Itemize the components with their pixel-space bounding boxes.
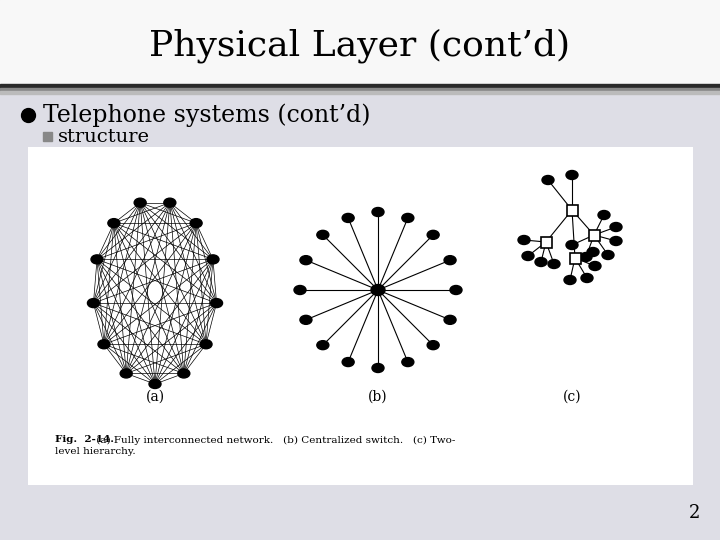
Text: (c): (c) <box>563 390 581 404</box>
Text: (b): (b) <box>368 390 388 404</box>
Ellipse shape <box>444 255 456 265</box>
Ellipse shape <box>300 315 312 325</box>
Text: (a) Fully interconnected network.   (b) Centralized switch.   (c) Two-: (a) Fully interconnected network. (b) Ce… <box>93 435 455 444</box>
Ellipse shape <box>134 198 146 207</box>
Ellipse shape <box>610 222 622 232</box>
Ellipse shape <box>587 247 599 256</box>
Text: 2: 2 <box>688 504 700 522</box>
Ellipse shape <box>190 219 202 228</box>
Text: Physical Layer (cont’d): Physical Layer (cont’d) <box>150 29 570 63</box>
Ellipse shape <box>178 369 190 378</box>
Bar <box>0 84 720 88</box>
Ellipse shape <box>566 171 578 179</box>
Bar <box>570 253 580 264</box>
Ellipse shape <box>518 235 530 245</box>
Ellipse shape <box>120 369 132 378</box>
Ellipse shape <box>450 286 462 294</box>
Ellipse shape <box>522 252 534 260</box>
Ellipse shape <box>98 340 110 349</box>
Bar <box>0 91 720 94</box>
Bar <box>0 90 720 540</box>
Text: (a): (a) <box>145 390 165 404</box>
Ellipse shape <box>342 357 354 367</box>
Ellipse shape <box>294 286 306 294</box>
Ellipse shape <box>564 275 576 285</box>
Ellipse shape <box>207 255 219 264</box>
Ellipse shape <box>342 213 354 222</box>
Bar <box>28 147 693 485</box>
Ellipse shape <box>371 285 385 295</box>
Ellipse shape <box>210 299 222 308</box>
Text: Telephone systems (cont’d): Telephone systems (cont’d) <box>43 103 371 127</box>
Ellipse shape <box>580 253 592 261</box>
Ellipse shape <box>402 357 414 367</box>
Ellipse shape <box>372 207 384 217</box>
Bar <box>0 88 720 91</box>
Text: structure: structure <box>58 128 150 146</box>
Bar <box>541 237 552 247</box>
Ellipse shape <box>535 258 547 267</box>
Ellipse shape <box>427 231 439 239</box>
Ellipse shape <box>444 315 456 325</box>
Text: level hierarchy.: level hierarchy. <box>55 448 135 456</box>
Ellipse shape <box>542 176 554 185</box>
Ellipse shape <box>200 340 212 349</box>
Ellipse shape <box>427 341 439 350</box>
Ellipse shape <box>372 363 384 373</box>
Ellipse shape <box>602 251 614 260</box>
Ellipse shape <box>548 260 560 268</box>
Ellipse shape <box>598 211 610 219</box>
Ellipse shape <box>164 198 176 207</box>
Bar <box>567 205 577 215</box>
Bar <box>0 0 720 85</box>
Ellipse shape <box>317 231 329 239</box>
Ellipse shape <box>581 273 593 282</box>
Ellipse shape <box>149 380 161 388</box>
Ellipse shape <box>589 261 601 271</box>
Ellipse shape <box>300 255 312 265</box>
Bar <box>43 132 52 141</box>
Ellipse shape <box>610 237 622 246</box>
Ellipse shape <box>402 213 414 222</box>
Ellipse shape <box>108 219 120 228</box>
Ellipse shape <box>91 255 103 264</box>
Ellipse shape <box>566 240 578 249</box>
Ellipse shape <box>87 299 99 308</box>
Bar <box>588 230 600 240</box>
Text: Fig.  2-14.: Fig. 2-14. <box>55 435 114 444</box>
Ellipse shape <box>317 341 329 350</box>
